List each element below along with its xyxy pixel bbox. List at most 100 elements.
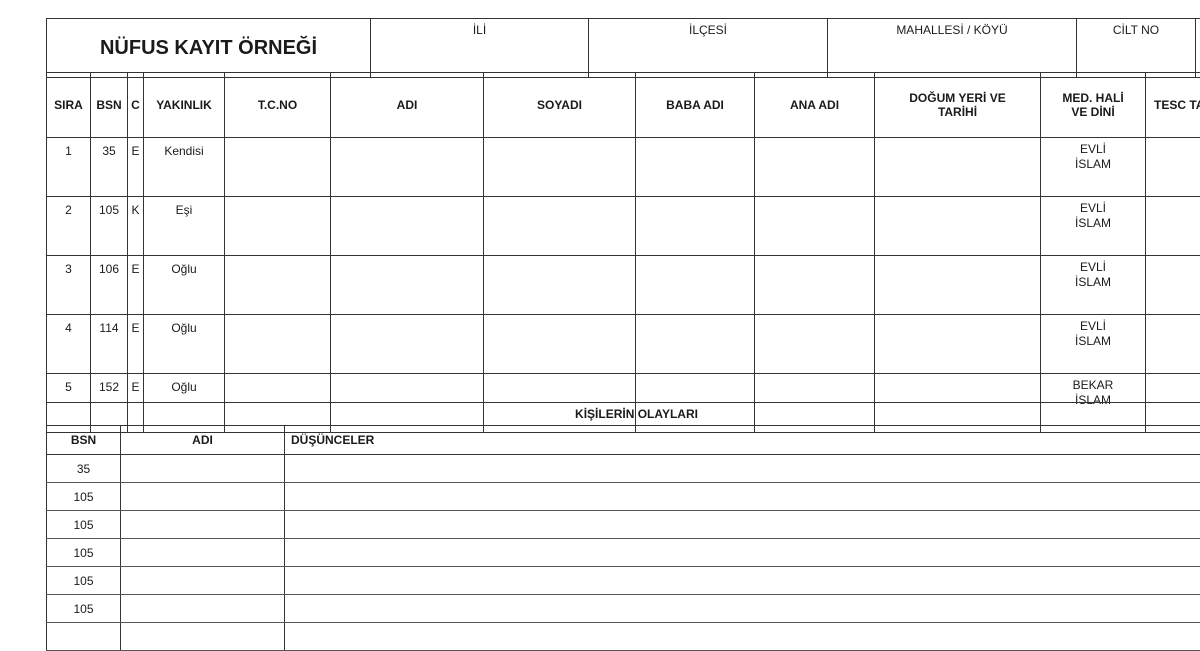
marital-status: BEKAR (1041, 378, 1145, 393)
cell-tc-no (225, 256, 331, 315)
cell-tc-no (225, 197, 331, 256)
cell-c: K (128, 197, 144, 256)
marital-status: EVLİ (1041, 201, 1145, 216)
ev-col-dusunceler: DÜŞÜNCELER (285, 426, 1200, 455)
col-baba-adi: BABA ADI (636, 73, 755, 138)
field-extra (1196, 19, 1200, 78)
event-cell-adi (121, 595, 285, 623)
cell-tescil (1146, 197, 1200, 256)
religion: İSLAM (1041, 216, 1145, 231)
cell-sira: 1 (47, 138, 91, 197)
event-cell-adi (121, 483, 285, 511)
cell-adi (331, 138, 484, 197)
event-cell-dusunceler (285, 567, 1200, 595)
cell-soyadi (484, 138, 636, 197)
cell-sira: 3 (47, 256, 91, 315)
event-cell-bsn: 105 (47, 511, 121, 539)
cell-dogum (875, 315, 1041, 374)
event-row: 105 (47, 511, 1200, 539)
form-title: NÜFUS KAYIT ÖRNEĞİ (47, 19, 371, 78)
event-cell-dusunceler (285, 455, 1200, 483)
col-bsn: BSN (91, 73, 128, 138)
event-cell-adi (121, 539, 285, 567)
cell-dogum (875, 138, 1041, 197)
event-cell-dusunceler (285, 539, 1200, 567)
event-cell-bsn: 105 (47, 567, 121, 595)
marital-status: EVLİ (1041, 319, 1145, 334)
field-ili: İLİ (371, 19, 589, 78)
cell-bsn: 35 (91, 138, 128, 197)
cell-yakinlik: Oğlu (144, 256, 225, 315)
field-cilt-no: CİLT NO (1077, 19, 1196, 78)
cell-adi (331, 315, 484, 374)
cell-ana-adi (755, 138, 875, 197)
cell-baba-adi (636, 256, 755, 315)
event-row: 105 (47, 483, 1200, 511)
ev-col-bsn: BSN (47, 426, 121, 455)
cell-ana-adi (755, 315, 875, 374)
event-cell-bsn: 105 (47, 483, 121, 511)
events-header-row: BSN ADI DÜŞÜNCELER (47, 426, 1200, 455)
col-dogum: DOĞUM YERİ VE TARİHİ (875, 73, 1041, 138)
cell-tescil (1146, 256, 1200, 315)
cell-soyadi (484, 197, 636, 256)
cell-dogum (875, 256, 1041, 315)
event-cell-adi (121, 455, 285, 483)
event-row: 105 (47, 595, 1200, 623)
field-mahalle-koy: MAHALLESİ / KÖYÜ (828, 19, 1077, 78)
marital-status: EVLİ (1041, 260, 1145, 275)
col-tc-no: T.C.NO (225, 73, 331, 138)
cell-yakinlik: Oğlu (144, 315, 225, 374)
col-sira: SIRA (47, 73, 91, 138)
cell-baba-adi (636, 315, 755, 374)
event-cell-dusunceler (285, 511, 1200, 539)
cell-ana-adi (755, 256, 875, 315)
events-title: KİŞİLERİN OLAYLARI (47, 403, 1200, 426)
cell-c: E (128, 315, 144, 374)
cell-adi (331, 197, 484, 256)
col-med-hali: MED. HALİ VE DİNİ (1041, 73, 1146, 138)
cell-yakinlik: Eşi (144, 197, 225, 256)
col-soyadi: SOYADI (484, 73, 636, 138)
col-c: C (128, 73, 144, 138)
cell-baba-adi (636, 197, 755, 256)
col-ana-adi: ANA ADI (755, 73, 875, 138)
cell-sira: 4 (47, 315, 91, 374)
cell-dogum (875, 197, 1041, 256)
cell-bsn: 106 (91, 256, 128, 315)
event-cell-bsn: 35 (47, 455, 121, 483)
cell-tescil (1146, 315, 1200, 374)
religion: İSLAM (1041, 334, 1145, 349)
cell-ana-adi (755, 197, 875, 256)
col-yakinlik: YAKINLIK (144, 73, 225, 138)
events-table: KİŞİLERİN OLAYLARI BSN ADI DÜŞÜNCELER 35… (46, 402, 1200, 651)
religion: İSLAM (1041, 275, 1145, 290)
event-cell-bsn: 105 (47, 539, 121, 567)
cell-sira: 2 (47, 197, 91, 256)
cell-tc-no (225, 315, 331, 374)
cell-baba-adi (636, 138, 755, 197)
cell-adi (331, 256, 484, 315)
cell-c: E (128, 256, 144, 315)
cell-yakinlik: Kendisi (144, 138, 225, 197)
event-cell-adi (121, 567, 285, 595)
event-row: 35 (47, 455, 1200, 483)
cell-tescil (1146, 138, 1200, 197)
event-row: 105 (47, 539, 1200, 567)
event-cell-adi (121, 511, 285, 539)
ev-col-adi: ADI (121, 426, 285, 455)
field-ilcesi: İLÇESİ (589, 19, 828, 78)
form-header: NÜFUS KAYIT ÖRNEĞİ İLİ İLÇESİ MAHALLESİ … (46, 18, 1200, 78)
marital-status: EVLİ (1041, 142, 1145, 157)
cell-bsn: 105 (91, 197, 128, 256)
cell-c: E (128, 138, 144, 197)
cell-bsn: 114 (91, 315, 128, 374)
